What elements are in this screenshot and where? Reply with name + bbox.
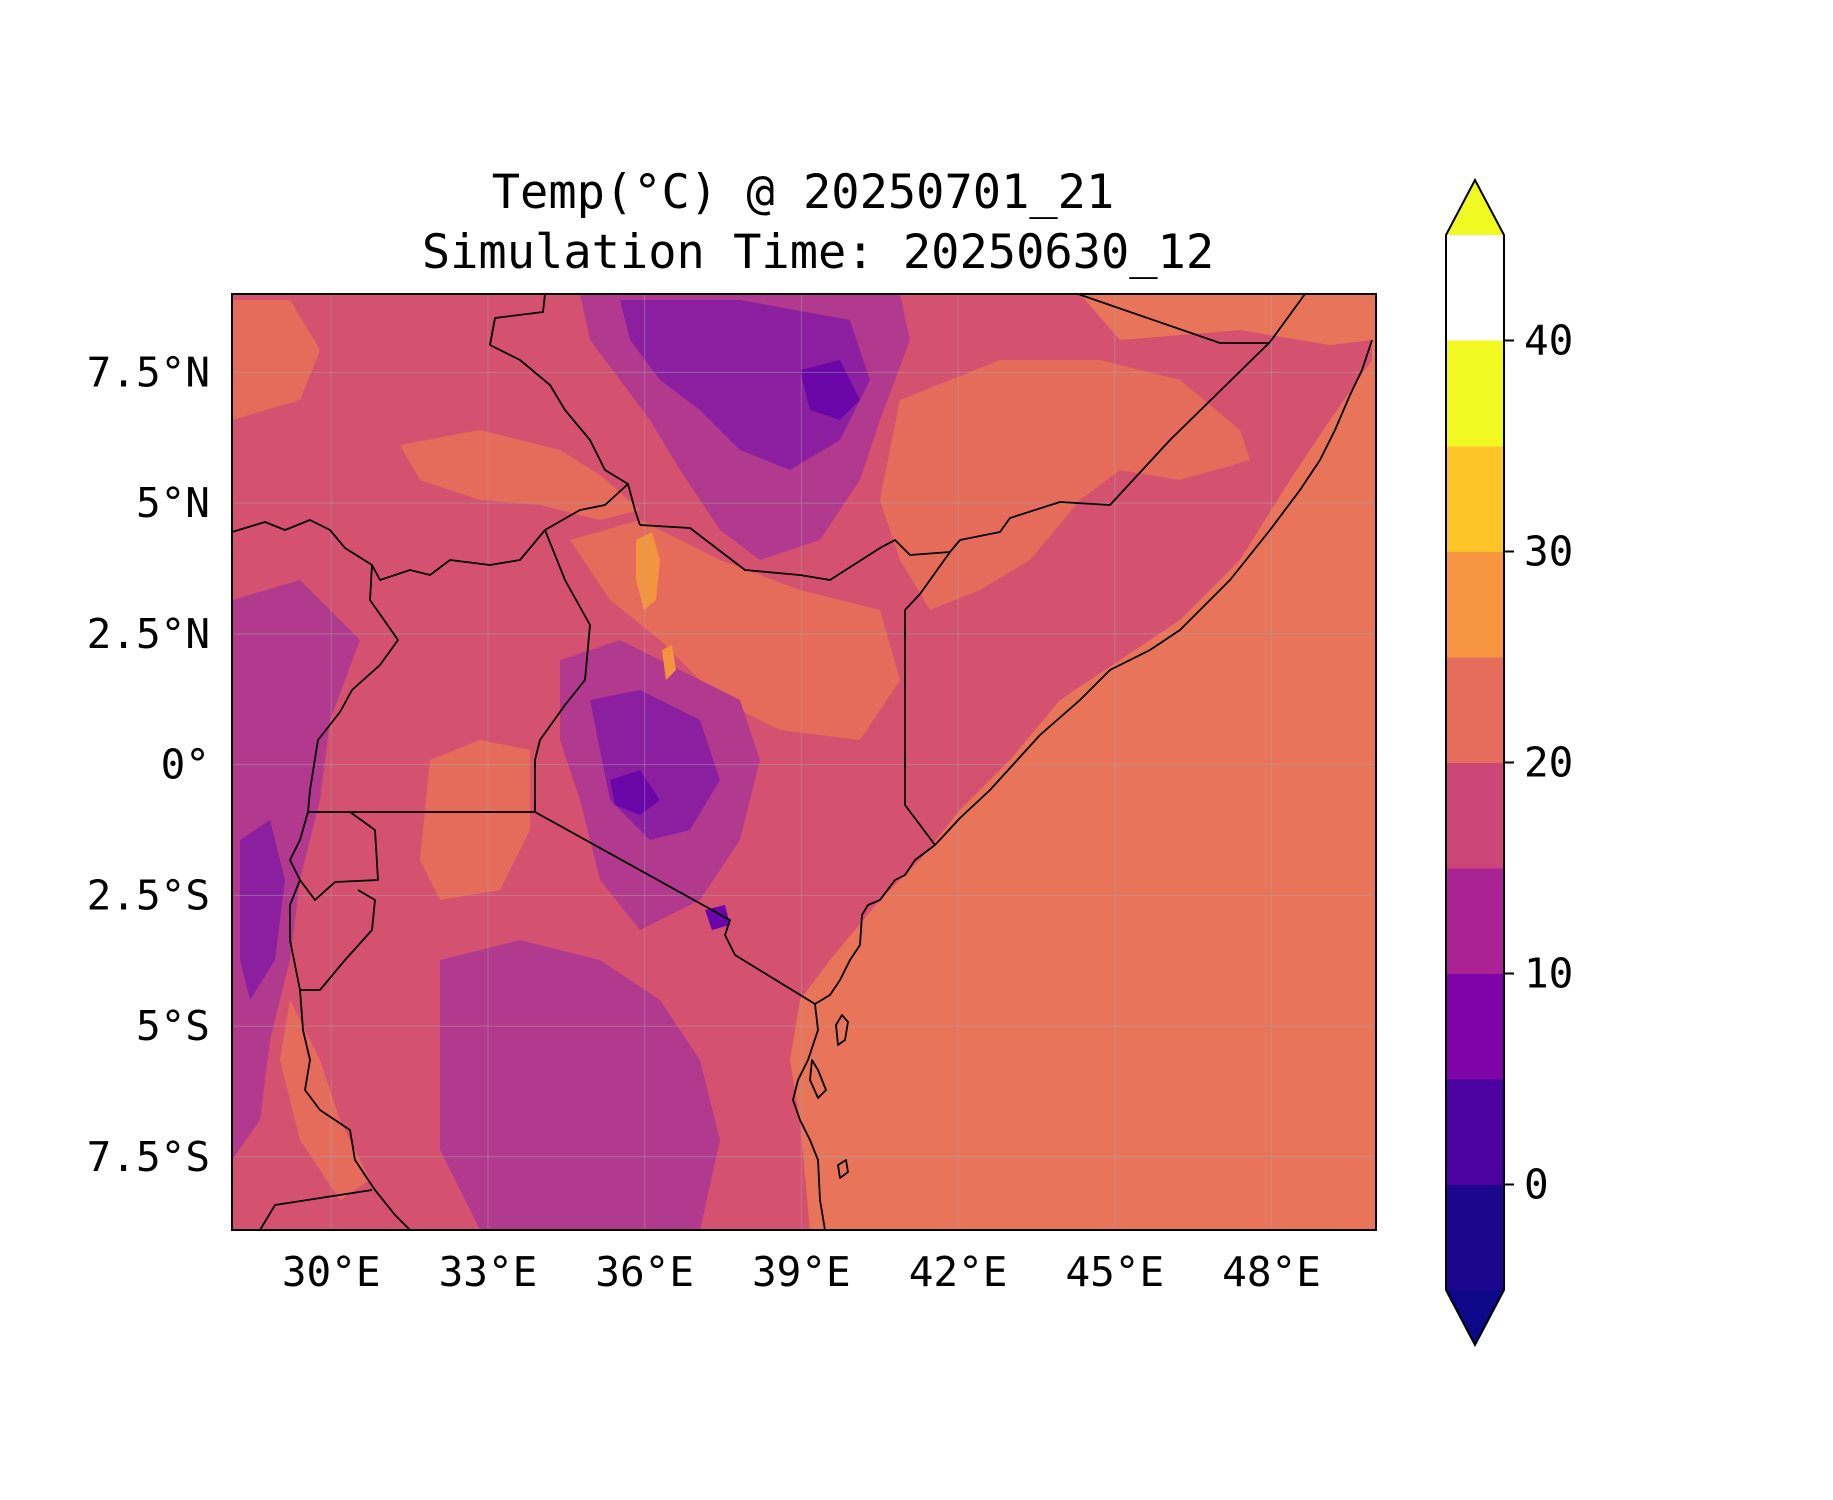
border-lake-tanganyika (299, 989, 411, 1230)
colorbar-extend-max (1446, 180, 1504, 235)
hot-spot-turkana (636, 532, 660, 610)
colorbar: 0 10 20 30 40 (1445, 177, 1573, 1348)
x-tick-label: 48°E (1222, 1248, 1321, 1296)
island-mafia (837, 1159, 849, 1179)
land-field-cool-south (440, 940, 720, 1230)
colorbar-extend-min (1446, 1290, 1504, 1345)
island-pemba (809, 1059, 827, 1099)
colorbar-segment (1446, 551, 1504, 658)
land-warm-patch-rift (280, 1000, 370, 1200)
y-tick-label: 5°N (136, 479, 210, 527)
hot-spot-turkana-south (662, 645, 676, 680)
border-uganda-kenya-drc (534, 529, 591, 812)
colorbar-segment (1446, 446, 1504, 552)
x-tick-label: 36°E (595, 1248, 694, 1296)
border-tanzania-zambia (259, 1189, 373, 1230)
y-tick-label: 0° (161, 741, 210, 789)
colorbar-segment (1446, 1184, 1504, 1291)
border-east-coastline (792, 1003, 826, 1230)
x-tick-label: 42°E (909, 1248, 1008, 1296)
x-tick-label: 45°E (1065, 1248, 1164, 1296)
colorbar-segment (1446, 657, 1504, 763)
colorbar-outline (1445, 177, 1505, 1348)
border-kenya-somalia (904, 551, 951, 846)
chart-title-line2: Simulation Time: 20250630_12 (422, 225, 1214, 280)
x-axis-ticks: 30°E 33°E 36°E 39°E 42°E 45°E 48°E (282, 1248, 1321, 1296)
colorbar-segment (1446, 762, 1504, 869)
colorbar-tick-label: 40 (1524, 317, 1573, 365)
border-uganda-drc (307, 564, 399, 813)
land-field-coldest-ethiopia (800, 360, 860, 420)
border-burundi-tanzania (289, 879, 376, 991)
land-field-cold-ethiopia (620, 300, 870, 470)
border-uganda-tanzania (350, 811, 816, 1005)
land-warm-patch-north (400, 430, 640, 520)
colorbar-tick-label: 0 (1524, 1161, 1549, 1209)
colorbar-segment (1446, 868, 1504, 974)
map-plot-area (232, 294, 1376, 1230)
y-tick-label: 2.5°S (87, 871, 210, 919)
land-field-coldest-kenya (610, 770, 660, 815)
border-uganda-north (232, 483, 629, 581)
colorbar-segment (1446, 1079, 1504, 1185)
x-tick-label: 39°E (752, 1248, 851, 1296)
colorbar-tick-label: 10 (1524, 950, 1573, 998)
colorbar-segment (1446, 340, 1504, 447)
border-somalia-coast (934, 339, 1373, 846)
y-tick-label: 7.5°N (87, 348, 210, 396)
border-ethiopia-somalia (949, 294, 1306, 553)
land-warm-patch-lake (420, 740, 530, 900)
border-south-sudan-ethiopia (489, 294, 641, 526)
y-axis-ticks: 7.5°N 5°N 2.5°N 0° 2.5°S 5°S 7.5°S (87, 348, 210, 1180)
colorbar-segment (1446, 973, 1504, 1080)
x-tick-label: 33°E (439, 1248, 538, 1296)
land-field-cold-west (240, 820, 285, 1000)
grid-lines (232, 294, 1376, 1230)
border-kenya-coast (814, 844, 936, 1005)
plot-frame (231, 293, 1377, 1231)
x-tick-label: 30°E (282, 1248, 381, 1296)
border-rwanda (289, 811, 379, 901)
land-warm-patch-west (232, 300, 320, 420)
land-warm-patch-east (880, 360, 1250, 610)
y-tick-label: 2.5°N (87, 610, 210, 658)
y-tick-label: 7.5°S (87, 1133, 210, 1181)
land-field-coldest-kili (705, 905, 730, 930)
island-zanzibar (835, 1014, 849, 1046)
y-tick-label: 5°S (136, 1002, 210, 1050)
chart-title-line1: Temp(°C) @ 20250701_21 (492, 165, 1115, 220)
country-borders (232, 294, 1373, 1230)
border-ethiopia-kenya (639, 524, 951, 581)
colorbar-tick-label: 30 (1524, 528, 1573, 576)
colorbar-tick-label: 20 (1524, 739, 1573, 787)
border-ethiopia-djibouti (1077, 294, 1270, 344)
